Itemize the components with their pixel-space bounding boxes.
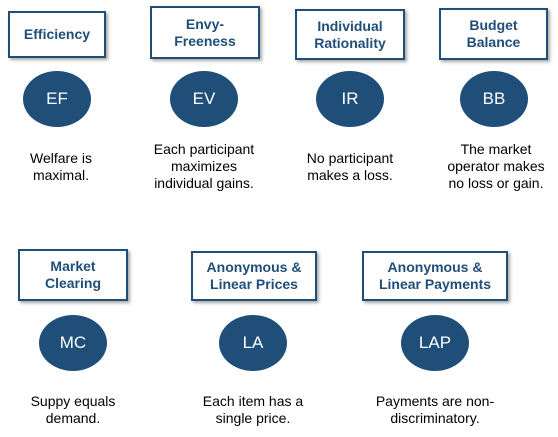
property-title-box: Market Clearing <box>18 249 128 301</box>
property-abbreviation-circle: EV <box>170 71 238 127</box>
property-description: Each participant maximizes individual ga… <box>153 141 255 191</box>
property-abbreviation-circle: MC <box>39 315 107 371</box>
property-title-box: Anonymous & Linear Prices <box>191 251 317 301</box>
property-description: Each item has a single price. <box>202 393 304 426</box>
property-abbreviation-circle: LAP <box>401 315 469 371</box>
property-description: No participant makes a loss. <box>306 150 394 183</box>
property-description: The market operator makes no loss or gai… <box>447 141 545 191</box>
property-description: Suppy equals demand. <box>30 393 116 426</box>
property-description: Payments are non- discriminatory. <box>375 393 495 426</box>
property-title-box: Budget Balance <box>439 8 548 60</box>
property-abbreviation-circle: EF <box>23 71 91 127</box>
property-description: Welfare is maximal. <box>30 150 92 183</box>
property-title-box: Individual Rationality <box>295 9 405 60</box>
property-title-box: Envy- Freeness <box>150 6 260 59</box>
property-abbreviation-circle: IR <box>316 71 384 127</box>
property-title-box: Efficiency <box>8 11 106 58</box>
property-abbreviation-circle: BB <box>460 71 528 127</box>
property-title-box: Anonymous & Linear Payments <box>362 251 508 301</box>
property-abbreviation-circle: LA <box>219 315 287 371</box>
